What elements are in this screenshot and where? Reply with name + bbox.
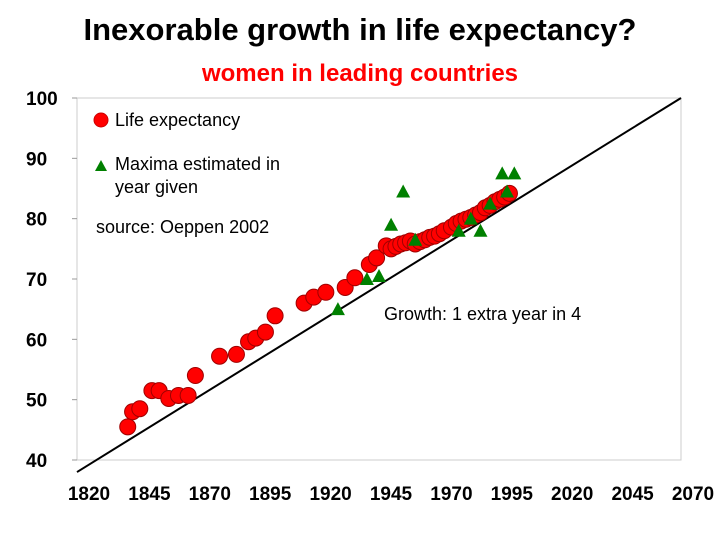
x-axis-tick-labels: 1820 1845 1870 1895 1920 1945 1970 1995 2020 2045… [68,484,714,505]
maxima-point [396,184,411,198]
y-tick-label: 90 [26,149,47,170]
maxima-point [495,166,510,180]
maxima-point [463,211,478,225]
y-tick-label: 80 [26,210,47,231]
x-tick-label: 1970 [430,484,472,505]
x-tick-label: 1820 [68,484,110,505]
maxima-point [372,268,386,282]
legend-circle-marker [93,112,109,128]
life-expectancy-point [227,345,245,363]
growth-annotation: Growth: 1 extra year in 4 [384,304,581,324]
y-tick-label: 100 [26,89,58,110]
legend-label-life-expectancy: Life expectancy [115,110,240,130]
growth-label-background [376,297,654,325]
life-expectancy-point [346,269,364,287]
trend-line [76,97,682,473]
maxima-point [359,272,374,285]
life-expectancy-point [256,323,274,341]
legend: Life expectancy Maxima estimated in year… [93,110,280,197]
y-tick-label: 50 [26,391,47,412]
maxima-point [408,232,423,246]
maxima-point [500,184,515,198]
y-tick-label: 40 [26,451,47,472]
maxima-point [473,223,488,237]
x-tick-label: 1895 [249,484,292,505]
life-expectancy-point [179,386,197,404]
x-tick-label: 1845 [128,484,171,505]
maxima-series [330,166,522,316]
x-tick-label: 1870 [189,484,231,505]
life-expectancy-point [119,418,137,436]
legend-label-maxima-line1: Maxima estimated in [115,154,280,174]
maxima-point [507,166,522,180]
y-axis-tick-labels: 40 50 60 70 80 90 100 [26,89,58,472]
life-expectancy-point [368,249,386,267]
maxima-point [483,196,498,210]
life-expectancy-point [211,347,229,365]
life-expectancy-point [186,367,204,385]
maxima-point [330,302,345,316]
x-tick-label: 1945 [370,484,413,505]
x-tick-label: 2045 [611,484,654,505]
x-tick-label: 1920 [309,484,351,505]
y-axis-ticks [72,97,77,461]
x-tick-label: 2020 [551,484,593,505]
maxima-point [451,223,466,237]
chart-subtitle: women in leading countries [201,60,519,87]
maxima-point [384,217,399,231]
life-expectancy-point [131,400,149,418]
legend-label-maxima-line2: year given [115,177,198,197]
y-tick-label: 60 [26,330,47,351]
chart-title: Inexorable growth in life expectancy? [83,12,637,47]
life-expectancy-point [266,307,284,325]
source-annotation: source: Oeppen 2002 [96,217,269,237]
legend-triangle-marker [95,160,107,171]
source-label-background [94,212,316,238]
x-tick-label: 1995 [491,484,534,505]
life-expectancy-point [317,283,335,301]
x-tick-label: 2070 [672,484,714,505]
y-tick-label: 70 [26,270,47,291]
